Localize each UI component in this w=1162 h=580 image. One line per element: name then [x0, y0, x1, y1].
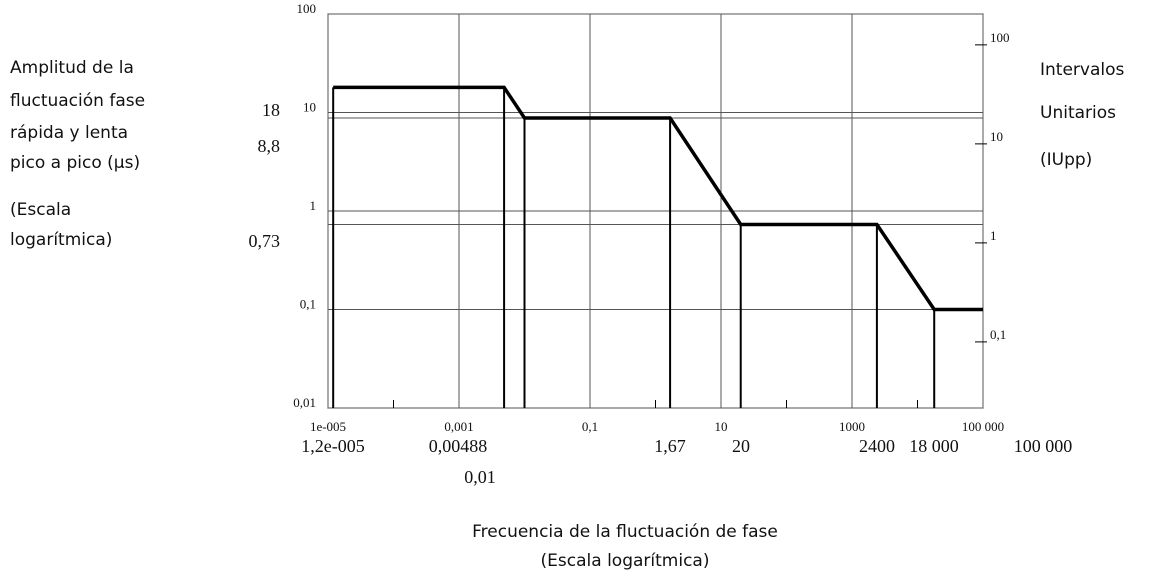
y2-tick-label: 100 — [990, 30, 1010, 45]
y-tick-label: 0,1 — [300, 296, 316, 311]
x-mask-label: 100 000 — [1014, 436, 1073, 456]
x-mask-label: 20 — [732, 436, 750, 456]
x-tick-label: 0,001 — [444, 419, 473, 434]
y-tick-label: 10 — [303, 99, 316, 114]
y-mask-label: 18 — [262, 100, 280, 120]
y-tick-label: 0,01 — [293, 395, 316, 410]
y-label-line: rápida y lenta — [10, 123, 128, 143]
y-label-note: logarítmica) — [10, 230, 112, 250]
y2-tick-label: 10 — [990, 129, 1003, 144]
labels: Amplitud de la fluctuación fase rápida y… — [10, 58, 1125, 571]
y-label-line: fluctuación fase — [10, 91, 145, 111]
x-mask-label: 18 000 — [909, 436, 959, 456]
x-mask-label: 2400 — [859, 436, 895, 456]
x-mask-label: 0,00488 — [429, 436, 488, 456]
y-label-line: pico a pico (µs) — [10, 153, 140, 173]
x-mask-label: 1,67 — [654, 436, 686, 456]
x-tick-label: 1e-005 — [310, 419, 346, 434]
y2-label-line: Unitarios — [1040, 103, 1116, 123]
y2-label-line: Intervalos — [1040, 60, 1125, 80]
y2-tick-label: 0,1 — [990, 327, 1006, 342]
x-mask-label: 0,01 — [464, 467, 496, 487]
x-tick-label: 1000 — [839, 419, 865, 434]
mask-line — [333, 85, 983, 312]
y-tick-label: 1 — [310, 198, 317, 213]
x-mask-label: 1,2e-005 — [301, 436, 364, 456]
x-label: Frecuencia de la fluctuación de fase — [472, 522, 778, 542]
x-tick-label: 10 — [715, 419, 728, 434]
y-label-line: Amplitud de la — [10, 58, 134, 78]
y2-label-line: (IUpp) — [1040, 150, 1092, 170]
x-tick-label: 100 000 — [962, 419, 1004, 434]
y-mask-label: 8,8 — [258, 136, 281, 156]
y2-tick-label: 1 — [990, 228, 997, 243]
y-tick-label: 100 — [297, 1, 317, 16]
x-label: (Escala logarítmica) — [541, 551, 710, 571]
y-label-note: (Escala — [10, 200, 71, 220]
x-tick-label: 0,1 — [582, 419, 598, 434]
y-mask-label: 0,73 — [249, 231, 281, 251]
